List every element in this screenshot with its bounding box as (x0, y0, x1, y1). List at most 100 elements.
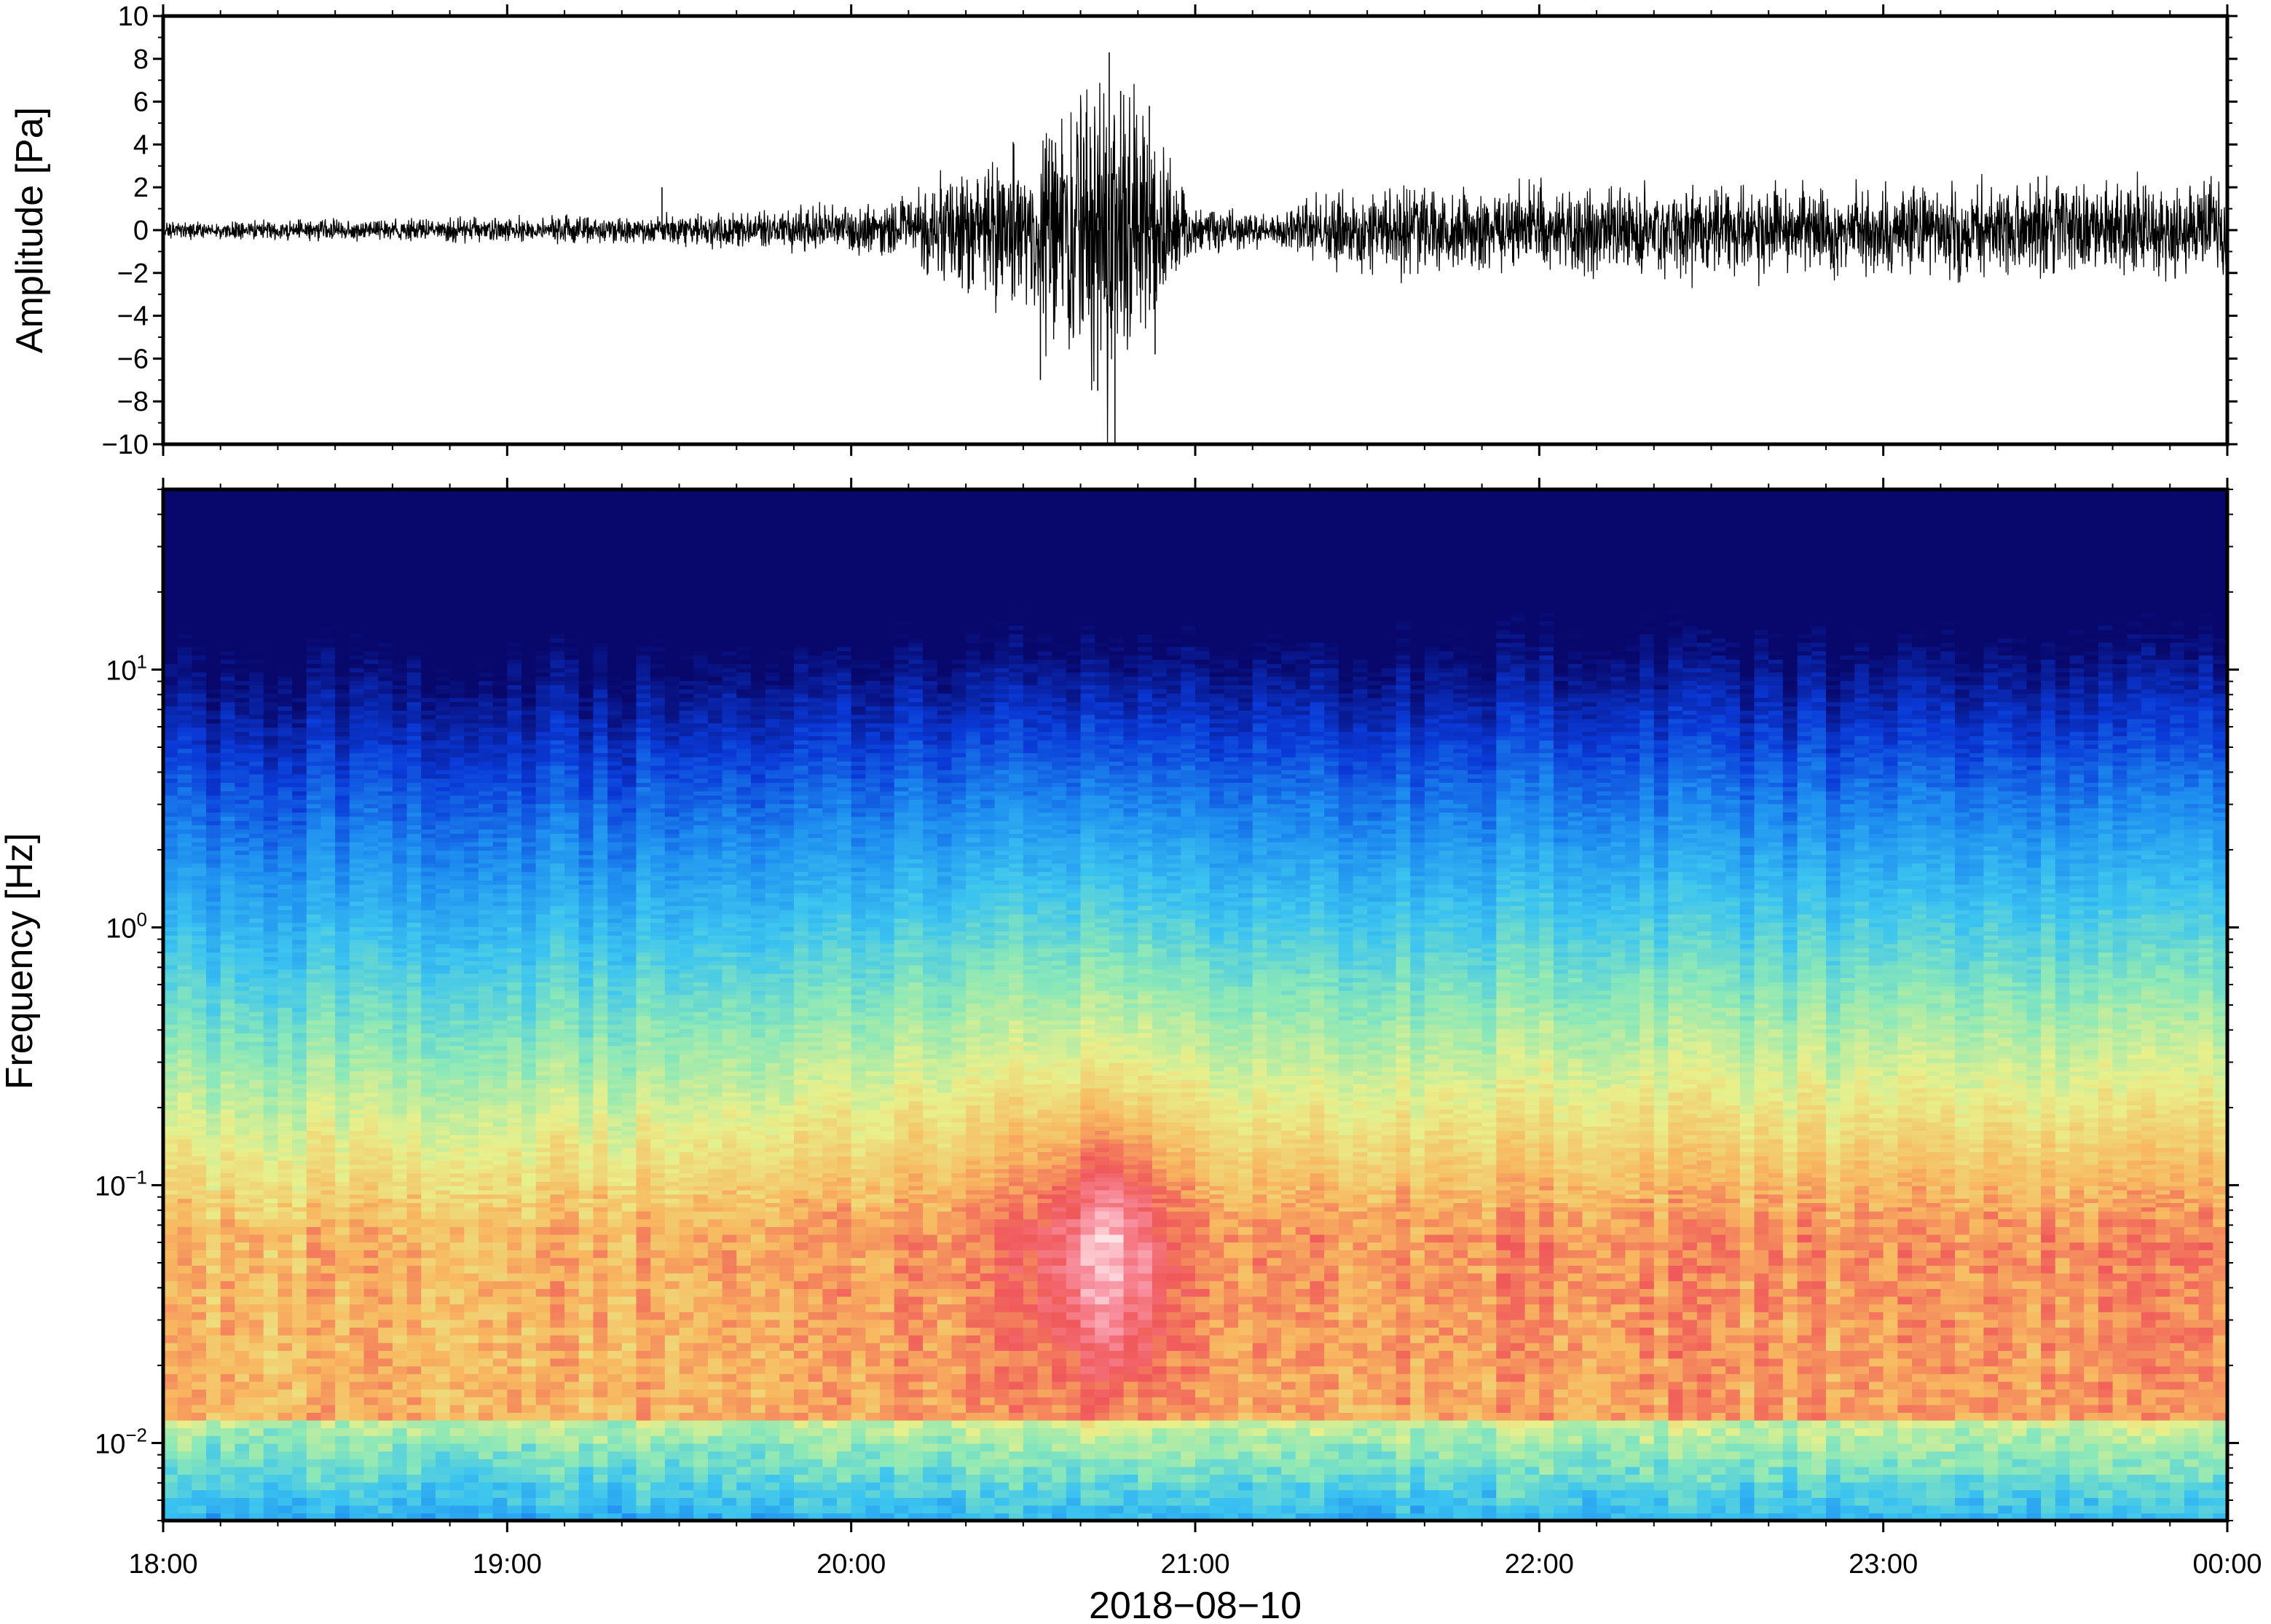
spectrogram-cell (320, 1037, 335, 1042)
spectrogram-cell (307, 842, 321, 847)
spectrogram-cell (450, 604, 465, 609)
spectrogram-cell (249, 1435, 264, 1443)
spectrogram-cell (221, 888, 235, 894)
spectrogram-cell (421, 1281, 436, 1289)
spectrogram-cell (320, 1063, 335, 1068)
spectrogram-cell (335, 1135, 350, 1140)
spectrogram-cell (178, 837, 192, 843)
spectrogram-cell (235, 1122, 249, 1127)
spectrogram-cell (350, 787, 364, 792)
spectrogram-cell (221, 846, 235, 851)
spectrogram-cell (264, 701, 278, 706)
spectrogram-cell (163, 905, 178, 910)
spectrogram-cell (249, 944, 264, 949)
spectrogram-cell (350, 1028, 364, 1033)
spectrogram-cell (292, 604, 307, 609)
spectrogram-cell (479, 998, 493, 1004)
spectrogram-cell (320, 867, 335, 872)
spectrogram-cell (407, 1151, 422, 1156)
spectrogram-cell (479, 680, 493, 685)
spectrogram-cell (378, 880, 393, 885)
spectrogram-cell (307, 998, 321, 1004)
spectrogram-cell (350, 1497, 364, 1505)
spectrogram-cell (464, 918, 479, 923)
spectrogram-cell (221, 1028, 235, 1033)
spectrogram-cell (393, 668, 407, 673)
spectrogram-cell (421, 1365, 436, 1373)
spectrogram-cell (192, 1427, 206, 1435)
spectrogram-cell (178, 617, 192, 622)
spectrogram-cell (335, 765, 350, 770)
spectrogram-cell (450, 905, 465, 910)
spectrogram-cell (421, 969, 436, 974)
spectrogram-cell (335, 1335, 350, 1343)
spectrogram-cell (221, 693, 235, 698)
spectrogram-cell (178, 1079, 192, 1084)
spectrogram-cell (436, 638, 450, 643)
spectrogram-cell (335, 1474, 350, 1482)
spectrogram-cell (378, 575, 393, 580)
spectrogram-cell (320, 770, 335, 775)
spectrogram-cell (278, 536, 292, 541)
spectrogram-cell (378, 1258, 393, 1266)
spectrogram-cell (235, 1467, 249, 1475)
spectrogram-cell (450, 1172, 465, 1178)
spectrogram-cell (407, 824, 422, 829)
spectrogram-cell (450, 1451, 465, 1459)
spectrogram-cell (235, 1071, 249, 1076)
spectrogram-cell (464, 1181, 479, 1186)
spectrogram-cell (221, 884, 235, 889)
spectrogram-cell (249, 701, 264, 706)
spectrogram-cell (320, 935, 335, 940)
spectrogram-cell (378, 947, 393, 953)
spectrogram-cell (450, 494, 465, 499)
spectrogram-cell (393, 765, 407, 770)
spectrogram-cell (393, 557, 407, 562)
spectrogram-cell (192, 685, 206, 690)
spectrogram-cell (264, 494, 278, 499)
spectrogram-cell (192, 859, 206, 864)
spectrogram-cell (320, 757, 335, 762)
spectrogram-cell (464, 905, 479, 910)
spectrogram-cell (364, 1258, 379, 1266)
spectrogram-cell (249, 1194, 264, 1199)
spectrogram-cell (292, 1177, 307, 1182)
spectrogram-cell (292, 1164, 307, 1170)
spectrogram-cell (163, 1151, 178, 1156)
spectrogram-cell (407, 1358, 422, 1366)
spectrogram-cell (393, 1250, 407, 1258)
spectrogram-cell (378, 701, 393, 706)
spectrogram-cell (221, 812, 235, 817)
spectrogram-cell (206, 850, 221, 855)
spectrogram-cell (264, 1489, 278, 1497)
spectrogram-cell (479, 672, 493, 677)
spectrogram-cell (378, 1003, 393, 1008)
spectrogram-cell (364, 561, 379, 567)
spectrogram-cell (350, 583, 364, 588)
spectrogram-cell (307, 995, 321, 1000)
spectrogram-cell (221, 736, 235, 741)
spectrogram-cell (163, 549, 178, 554)
spectrogram-cell (278, 969, 292, 974)
spectrogram-cell (320, 617, 335, 622)
spectrogram-cell (249, 1063, 264, 1068)
spectrogram-cell (264, 1327, 278, 1335)
spectrogram-cell (307, 1067, 321, 1072)
spectrogram-cell (436, 1109, 450, 1114)
spectrogram-cell (264, 888, 278, 894)
spectrogram-cell (407, 1156, 422, 1161)
spectrogram-cell (278, 1435, 292, 1443)
spectrogram-cell (335, 1202, 350, 1207)
spectrogram-cell (235, 731, 249, 736)
spectrogram-cell (221, 833, 235, 838)
spectrogram-cell (292, 1381, 307, 1390)
spectrogram-cell (421, 872, 436, 877)
spectrogram-cell (235, 1190, 249, 1195)
spectrogram-cell (479, 905, 493, 910)
spectrogram-cell (436, 872, 450, 877)
spectrogram-cell (450, 587, 465, 592)
spectrogram-cell (378, 1186, 393, 1191)
spectrogram-cell (320, 1281, 335, 1289)
spectrogram-cell (178, 1288, 192, 1296)
spectrogram-cell (292, 884, 307, 889)
